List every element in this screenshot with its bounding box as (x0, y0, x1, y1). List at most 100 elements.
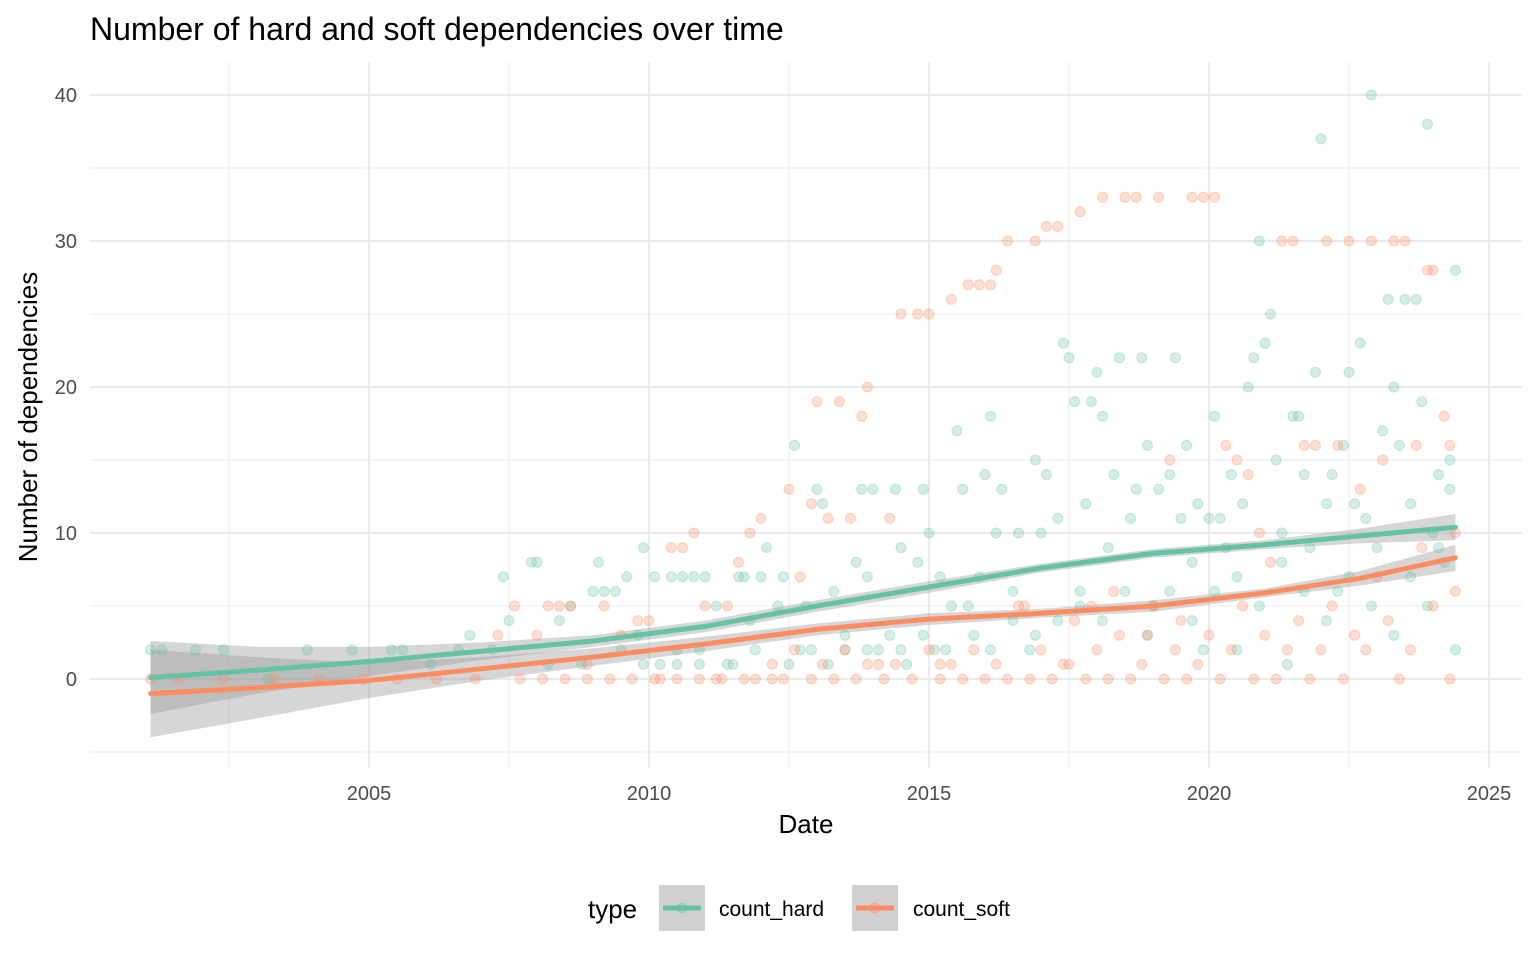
data-point (469, 673, 481, 685)
data-point (1024, 673, 1036, 685)
data-point (968, 644, 980, 656)
data-point (1315, 133, 1327, 145)
data-point (716, 673, 728, 685)
data-point (1242, 381, 1254, 393)
data-point (1181, 439, 1193, 451)
data-point (873, 644, 885, 656)
data-point (268, 673, 280, 685)
data-point (1393, 673, 1405, 685)
data-point (593, 556, 605, 568)
data-point (1130, 483, 1142, 495)
data-point (733, 556, 745, 568)
data-point (1225, 469, 1237, 481)
data-point (1113, 629, 1125, 641)
data-point (1326, 469, 1338, 481)
data-point (1186, 191, 1198, 203)
data-point (1444, 454, 1456, 466)
data-point (957, 483, 969, 495)
data-point (1197, 644, 1209, 656)
data-point (772, 600, 784, 612)
data-point (766, 673, 778, 685)
data-point (766, 658, 778, 670)
data-point (425, 658, 437, 670)
data-point (654, 658, 666, 670)
y-axis-title: Number of dependencies (13, 272, 43, 563)
data-point (1253, 235, 1265, 247)
data-point (1091, 644, 1103, 656)
data-point (1097, 615, 1109, 627)
data-point (1063, 352, 1075, 364)
data-point (1360, 512, 1372, 524)
data-point (1237, 498, 1249, 510)
data-point (1405, 498, 1417, 510)
data-point (1164, 585, 1176, 597)
data-point (1231, 454, 1243, 466)
data-point (1125, 673, 1137, 685)
data-point (1091, 366, 1103, 378)
y-tick-label: 20 (55, 377, 77, 399)
data-point (1136, 352, 1148, 364)
data-point (1449, 264, 1461, 276)
data-point (1259, 629, 1271, 641)
data-point (979, 469, 991, 481)
data-point (1433, 542, 1445, 554)
data-point (839, 644, 851, 656)
data-point (665, 542, 677, 554)
data-point (189, 644, 201, 656)
data-point (531, 556, 543, 568)
data-point (985, 644, 997, 656)
data-point (637, 658, 649, 670)
data-point (934, 658, 946, 670)
data-point (1080, 498, 1092, 510)
data-point (1405, 571, 1417, 583)
data-point (1209, 191, 1221, 203)
y-tick-label: 30 (55, 231, 77, 253)
data-point (621, 571, 633, 583)
data-point (587, 585, 599, 597)
data-point (901, 658, 913, 670)
data-point (934, 673, 946, 685)
data-point (822, 658, 834, 670)
data-point (1242, 469, 1254, 481)
data-point (1365, 89, 1377, 101)
data-point (1041, 220, 1053, 232)
data-point (1253, 600, 1265, 612)
data-point (895, 644, 907, 656)
data-point (509, 600, 521, 612)
data-point (1069, 396, 1081, 408)
data-point (923, 308, 935, 320)
data-point (581, 673, 593, 685)
data-point (1393, 439, 1405, 451)
data-point (1321, 615, 1333, 627)
data-point (1321, 235, 1333, 247)
data-point (565, 600, 577, 612)
data-point (1013, 527, 1025, 539)
data-point (906, 673, 918, 685)
data-point (1175, 512, 1187, 524)
data-point (1270, 454, 1282, 466)
data-point (1276, 235, 1288, 247)
data-point (1287, 410, 1299, 422)
data-point (1315, 644, 1327, 656)
data-point (789, 644, 801, 656)
data-point (850, 556, 862, 568)
data-point (749, 673, 761, 685)
legend-label: count_soft (913, 898, 1010, 921)
data-point (822, 512, 834, 524)
data-point (464, 629, 476, 641)
data-point (1231, 571, 1243, 583)
data-point (145, 644, 157, 656)
data-point (738, 673, 750, 685)
data-point (503, 615, 515, 627)
data-point (1158, 673, 1170, 685)
data-point (1046, 673, 1058, 685)
data-point (643, 615, 655, 627)
data-point (514, 673, 526, 685)
data-point (783, 658, 795, 670)
data-point (262, 673, 274, 685)
data-point (1444, 439, 1456, 451)
data-point (1309, 366, 1321, 378)
chart-title: Number of hard and soft dependencies ove… (90, 11, 784, 47)
data-point (1141, 629, 1153, 641)
data-point (794, 571, 806, 583)
